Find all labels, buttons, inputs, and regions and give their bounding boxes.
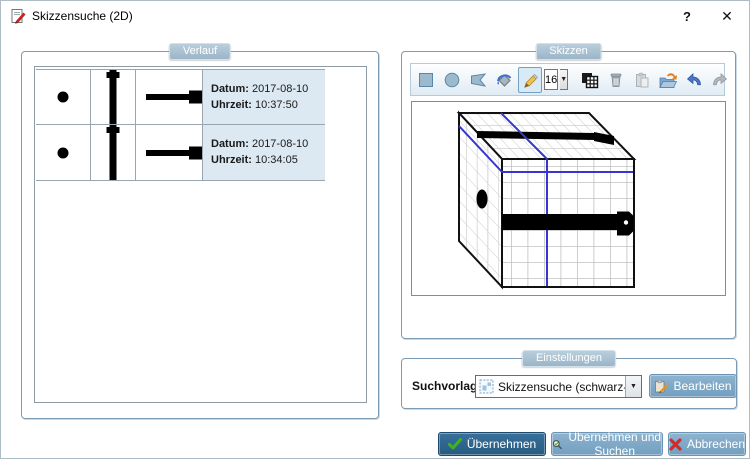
check-icon xyxy=(447,438,462,450)
sketch-search-app-icon xyxy=(11,9,26,24)
datum-value: 2017-08-10 xyxy=(251,138,309,150)
search-icon xyxy=(552,439,562,449)
datum-label: Datum: xyxy=(211,138,249,150)
abbrechen-label: Abbrechen xyxy=(686,437,745,451)
open-folder-icon xyxy=(659,72,678,88)
paste-button[interactable] xyxy=(630,67,654,93)
uhrzeit-value: 10:34:05 xyxy=(255,154,298,166)
window-title: Skizzensuche (2D) xyxy=(32,9,133,23)
undo-button[interactable] xyxy=(682,67,706,93)
history-list[interactable]: Datum: 2017-08-10 Uhrzeit: 10:37:50 Datu… xyxy=(34,66,367,403)
undo-icon xyxy=(687,72,702,85)
thumb-horizontal-bolt xyxy=(136,70,203,124)
paint-bucket-icon xyxy=(497,73,512,87)
template-icon xyxy=(479,379,494,394)
open-button[interactable] xyxy=(656,67,680,93)
datum-value: 2017-08-10 xyxy=(251,83,309,95)
skizzen-panel-title: Skizzen xyxy=(535,43,602,60)
uhrzeit-label: Uhrzeit: xyxy=(211,154,252,166)
uebernehmen-und-suchen-label: Übernehmen und Suchen xyxy=(568,430,662,458)
einstellungen-panel-title: Einstellungen xyxy=(521,350,617,367)
thumb-dot xyxy=(36,125,91,180)
dot-shape xyxy=(57,147,69,158)
history-row[interactable]: Datum: 2017-08-10 Uhrzeit: 10:37:50 xyxy=(36,69,325,125)
cancel-x-icon xyxy=(669,437,682,451)
suchvorlage-combobox[interactable]: Skizzensuche (schwarz-weiß) ▼ xyxy=(475,375,642,398)
rectangle-tool-button[interactable] xyxy=(414,67,438,93)
verlauf-panel: Verlauf Datum: 2017-08-10 Uhrzeit: 10:37… xyxy=(21,43,379,419)
clipboard-icon xyxy=(636,72,649,87)
redo-icon xyxy=(713,72,728,85)
titlebar: Skizzensuche (2D) ? ✕ xyxy=(1,1,749,31)
thumb-horizontal-bolt xyxy=(136,125,203,180)
abbrechen-button[interactable]: Abbrechen xyxy=(668,432,746,456)
history-row-info: Datum: 2017-08-10 Uhrzeit: 10:37:50 xyxy=(203,70,325,124)
polygon-tool-button[interactable] xyxy=(466,67,490,93)
uebernehmen-und-suchen-button[interactable]: Übernehmen und Suchen xyxy=(551,430,663,458)
uebernehmen-label: Übernehmen xyxy=(466,437,537,451)
bearbeiten-button[interactable]: Bearbeiten xyxy=(649,374,737,398)
suchvorlage-value: Skizzensuche (schwarz-weiß) xyxy=(498,379,625,394)
history-row[interactable]: Datum: 2017-08-10 Uhrzeit: 10:34:05 xyxy=(36,125,325,181)
thumb-dot xyxy=(36,70,91,124)
brush-size-dropdown[interactable]: ▼ xyxy=(560,69,569,90)
grid-toggle-button[interactable] xyxy=(578,67,602,93)
delete-button[interactable] xyxy=(604,67,628,93)
suchvorlage-dropdown-arrow[interactable]: ▼ xyxy=(625,376,641,397)
sketch-canvas[interactable] xyxy=(411,101,726,296)
suchvorlage-label: Suchvorlage: xyxy=(412,379,489,393)
polygon-icon xyxy=(471,72,487,87)
close-button[interactable]: ✕ xyxy=(713,5,741,27)
help-button[interactable]: ? xyxy=(675,5,699,27)
verlauf-panel-title: Verlauf xyxy=(168,43,232,60)
dot-shape xyxy=(57,91,69,103)
brush-size-value[interactable]: 16 xyxy=(544,69,559,90)
thumb-vertical-bolt xyxy=(91,70,136,124)
einstellungen-panel: Einstellungen Suchvorlage: Skizzensuche … xyxy=(401,350,737,409)
uhrzeit-label: Uhrzeit: xyxy=(211,99,252,111)
grid-icon xyxy=(582,72,599,88)
pencil-tool-button[interactable] xyxy=(518,66,542,93)
datum-label: Datum: xyxy=(211,83,249,95)
uhrzeit-value: 10:37:50 xyxy=(255,99,298,111)
edit-icon xyxy=(655,379,669,393)
thumb-vertical-bolt xyxy=(91,125,136,180)
trash-icon xyxy=(610,73,622,87)
history-row-info: Datum: 2017-08-10 Uhrzeit: 10:34:05 xyxy=(203,125,325,180)
fill-tool-button[interactable] xyxy=(492,67,516,93)
skizzen-panel: Skizzen xyxy=(401,43,736,339)
ellipse-tool-button[interactable] xyxy=(440,67,464,93)
pencil-icon xyxy=(524,73,539,88)
bearbeiten-label: Bearbeiten xyxy=(673,379,732,393)
sketch-toolbar: 16 ▼ xyxy=(410,63,728,96)
ellipse-icon xyxy=(444,72,460,87)
rectangle-icon xyxy=(419,72,433,87)
redo-button[interactable] xyxy=(708,67,732,93)
sketch-cube-drawing xyxy=(456,110,637,290)
uebernehmen-button[interactable]: Übernehmen xyxy=(438,432,546,456)
